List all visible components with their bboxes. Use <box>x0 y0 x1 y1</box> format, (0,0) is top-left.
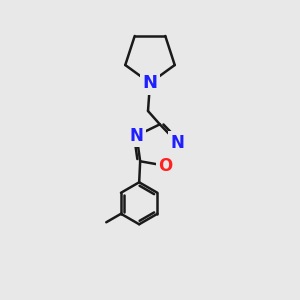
Text: N: N <box>142 74 158 92</box>
Text: N: N <box>130 127 143 145</box>
Text: O: O <box>158 157 173 175</box>
Text: N: N <box>171 134 185 152</box>
